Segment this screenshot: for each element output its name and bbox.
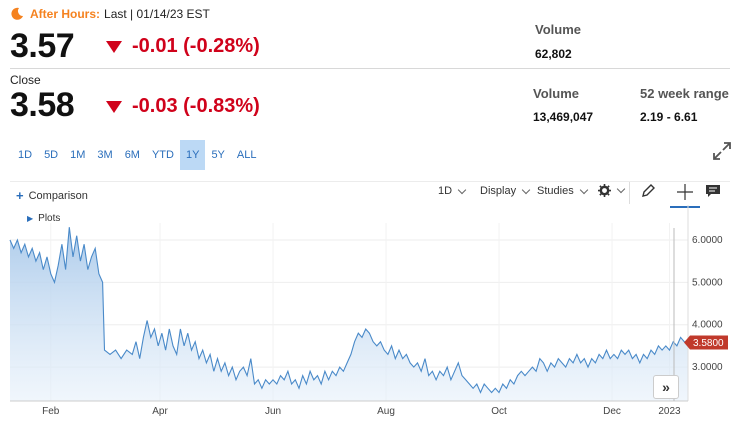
after-hours-change: -0.01 (-0.28%)	[106, 35, 260, 58]
studies-dropdown[interactable]: Studies	[537, 185, 588, 197]
range-button-1y[interactable]: 1Y	[179, 140, 206, 170]
close-label: Close	[10, 73, 41, 87]
down-arrow-icon	[106, 100, 122, 113]
price-area	[10, 227, 688, 401]
range-value: 2.19 - 6.61	[640, 110, 698, 124]
gear-icon	[598, 184, 611, 197]
chevron-down-icon	[521, 185, 531, 194]
crosshair-tool[interactable]	[670, 180, 700, 208]
range-button-1d[interactable]: 1D	[18, 149, 33, 161]
range-button-6m[interactable]: 6M	[124, 149, 140, 161]
divider	[10, 68, 730, 69]
after-hours-volume-value: 62,802	[535, 47, 572, 61]
last-price-badge	[684, 335, 728, 350]
plots-label: Plots	[38, 213, 61, 224]
interval-label: 1D	[438, 185, 453, 197]
comparison-button[interactable]: + Comparison	[16, 188, 88, 203]
pencil-icon[interactable]	[640, 183, 656, 199]
plus-icon: +	[16, 188, 24, 203]
y-tick-label: 3.0000	[692, 362, 723, 373]
range-button-all[interactable]: ALL	[236, 149, 257, 161]
chevron-down-icon	[457, 185, 467, 194]
down-arrow-icon	[106, 40, 122, 53]
after-hours-price: 3.57	[10, 27, 75, 65]
comparison-label: Comparison	[28, 189, 88, 202]
after-hours-detail: Last | 01/14/23 EST	[104, 7, 210, 21]
close-change: -0.03 (-0.83%)	[106, 95, 260, 118]
x-tick-label: Oct	[491, 406, 507, 417]
range-label: 52 week range	[640, 86, 729, 101]
range-selector: 1D 5D 1M 3M 6M YTD 1Y 5Y ALL	[12, 140, 262, 170]
price-chart[interactable]: 6.0000 5.0000 4.0000 3.0000 Feb Apr Jun Aug Oct…	[0, 205, 747, 431]
range-button-3m[interactable]: 3M	[97, 149, 113, 161]
y-tick-label: 4.0000	[692, 320, 723, 331]
caret-right-icon: ▶	[27, 214, 34, 223]
toolbar-divider	[629, 182, 630, 204]
y-tick-label: 6.0000	[692, 235, 723, 246]
settings-dropdown[interactable]	[598, 184, 626, 197]
display-label: Display	[480, 185, 517, 197]
y-tick-label: 5.0000	[692, 277, 723, 288]
price-line	[9, 227, 689, 394]
moon-icon	[11, 7, 23, 20]
x-tick-label: Dec	[603, 406, 621, 417]
last-price-label: 3.5800	[693, 338, 724, 349]
after-hours-row: After Hours: Last | 01/14/23 EST	[10, 7, 210, 21]
scroll-right-button[interactable]: »	[653, 375, 679, 399]
range-button-5y[interactable]: 5Y	[211, 149, 225, 161]
close-volume-label: Volume	[533, 86, 579, 101]
range-button-5d[interactable]: 5D	[44, 149, 59, 161]
toolbar-top-divider	[10, 181, 730, 182]
close-volume-value: 13,469,047	[533, 110, 594, 124]
comment-icon[interactable]	[705, 184, 721, 198]
chevron-down-icon	[616, 184, 626, 194]
plots-toggle[interactable]: ▶ Plots	[27, 213, 60, 224]
close-price: 3.58	[10, 86, 75, 124]
after-hours-label: After Hours:	[30, 7, 101, 21]
x-tick-label: 2023	[658, 406, 681, 417]
range-button-ytd[interactable]: YTD	[151, 149, 174, 161]
display-dropdown[interactable]: Display	[480, 185, 531, 197]
double-chevron-right-icon: »	[662, 379, 670, 395]
after-hours-volume-label: Volume	[535, 22, 581, 37]
chevron-down-icon	[579, 185, 588, 194]
close-change-value: -0.03 (-0.83%)	[132, 95, 260, 117]
expand-icon[interactable]	[712, 141, 732, 161]
studies-label: Studies	[537, 185, 574, 197]
x-tick-label: Feb	[42, 406, 60, 417]
crosshair-icon	[677, 184, 693, 200]
x-tick-label: Apr	[152, 406, 168, 417]
x-tick-label: Aug	[377, 406, 395, 417]
x-tick-label: Jun	[265, 406, 281, 417]
interval-dropdown[interactable]: 1D	[438, 185, 467, 197]
range-button-1m[interactable]: 1M	[70, 149, 86, 161]
after-hours-change-value: -0.01 (-0.28%)	[132, 35, 260, 57]
